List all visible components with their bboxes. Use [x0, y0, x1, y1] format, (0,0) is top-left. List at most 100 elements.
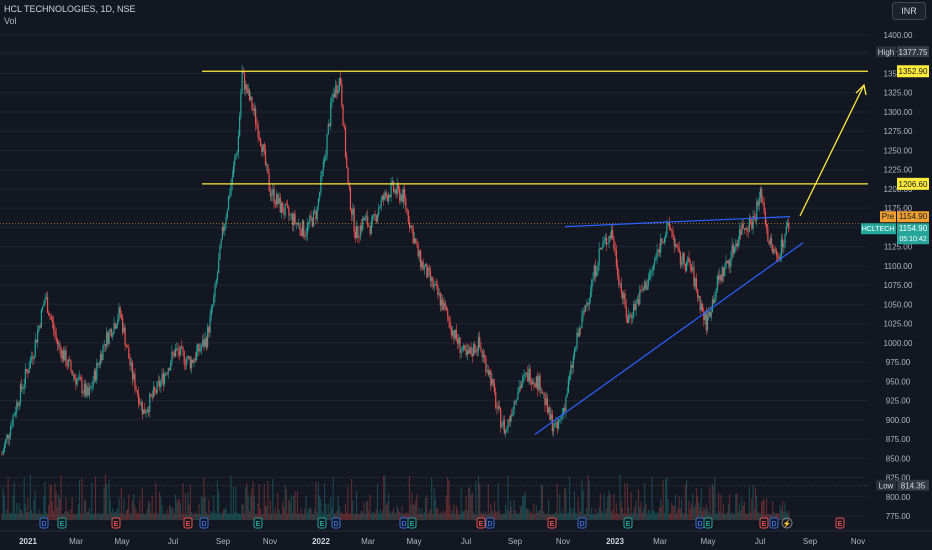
volume-bar [420, 513, 422, 520]
dividend-event-icon[interactable] [331, 517, 341, 529]
candle-body [708, 311, 710, 316]
earnings-event-icon[interactable] [703, 517, 713, 529]
candle-body [301, 220, 304, 236]
volume-bar [263, 484, 265, 520]
dividend-event-icon[interactable] [769, 517, 779, 529]
volume-bar [269, 500, 271, 520]
earnings-event-icon[interactable] [547, 517, 557, 529]
high-value: 1377.75 [899, 48, 928, 57]
volume-bar [229, 513, 231, 520]
candle-body [580, 327, 582, 329]
candle-body [571, 365, 573, 368]
candle-body [501, 425, 503, 428]
candle-body [183, 351, 185, 365]
candle-body [394, 189, 396, 192]
earnings-event-icon[interactable] [835, 517, 845, 529]
candle-body [149, 394, 151, 412]
candle-body [188, 356, 190, 358]
volume-bar [65, 497, 67, 520]
candle-body [26, 368, 28, 372]
volume-bar [317, 482, 319, 520]
earnings-event-icon[interactable] [623, 517, 633, 529]
volume-bar [406, 512, 408, 520]
candle-body [156, 381, 158, 393]
lower-trendline[interactable] [534, 242, 804, 435]
candle-body [264, 150, 267, 165]
upper-trendline[interactable] [564, 216, 791, 228]
dividend-event-icon[interactable] [577, 517, 587, 529]
earnings-event-icon[interactable] [183, 517, 193, 529]
candle-body [577, 332, 579, 337]
dividend-event-icon[interactable] [199, 517, 209, 529]
candle-body [372, 216, 374, 221]
candle-body [274, 203, 276, 205]
volume-bar [741, 497, 743, 520]
candle-body [175, 348, 177, 357]
earnings-event-icon[interactable] [476, 517, 486, 529]
dividend-event-icon[interactable] [39, 517, 49, 529]
volume-bar [524, 491, 526, 520]
volume-bar [142, 513, 145, 520]
x-tick-label: Sep [216, 537, 231, 546]
candle-body [788, 223, 790, 230]
volume-bar [39, 512, 41, 520]
projection-arrow-line[interactable] [799, 84, 865, 217]
candle-body [730, 257, 732, 267]
volume-bar [470, 494, 472, 520]
volume-bar [369, 494, 371, 520]
volume-bar [284, 485, 286, 520]
volume-bar [447, 477, 449, 520]
candle-body [209, 315, 211, 333]
volume-bar [134, 505, 136, 520]
candle-body [436, 283, 438, 286]
dividend-event-icon[interactable] [485, 517, 495, 529]
earnings-event-icon[interactable] [407, 517, 417, 529]
currency-button[interactable]: INR [892, 2, 926, 20]
event-icon-letter: E [186, 521, 191, 528]
candle-body [742, 223, 744, 229]
candle-body [751, 220, 753, 229]
volume-bar [647, 509, 649, 520]
volume-bar [252, 481, 254, 520]
earnings-event-icon[interactable] [317, 517, 327, 529]
earnings-event-icon[interactable] [111, 517, 121, 529]
candle-body [532, 381, 534, 385]
volume-bar [412, 503, 414, 520]
volume-bar [655, 513, 657, 520]
x-tick-label: 2023 [606, 537, 624, 546]
volume-bar [327, 503, 329, 520]
candle-body [693, 267, 695, 287]
candle-body [400, 194, 402, 201]
x-tick-label: May [406, 537, 421, 546]
candle-body [614, 248, 616, 251]
earnings-event-icon[interactable] [253, 517, 263, 529]
volume-bar [752, 484, 754, 520]
candle-body [479, 336, 481, 348]
candle-body [311, 217, 313, 227]
volume-bar [122, 513, 124, 520]
candle-body [268, 173, 270, 192]
candle-body [512, 409, 514, 416]
candle-body [703, 311, 705, 321]
volume-bar [296, 491, 298, 520]
split-event-icon[interactable] [781, 517, 793, 529]
volume-bar [239, 513, 241, 520]
volume-bar [187, 492, 189, 520]
volume-bar [621, 508, 624, 520]
candle-body [234, 159, 236, 166]
candle-body [349, 187, 352, 210]
y-tick-label: 875.00 [886, 435, 911, 444]
volume-bar [16, 502, 18, 520]
candle-body [754, 217, 757, 221]
volume-bar [314, 508, 316, 520]
earnings-event-icon[interactable] [759, 517, 769, 529]
earnings-event-icon[interactable] [57, 517, 67, 529]
candle-body [344, 127, 347, 157]
volume-bar [242, 504, 244, 520]
candle-body [453, 330, 455, 339]
x-tick-label: Sep [508, 537, 523, 546]
candle-body [263, 144, 265, 151]
volume-bar [533, 504, 535, 520]
candle-body [35, 339, 38, 343]
